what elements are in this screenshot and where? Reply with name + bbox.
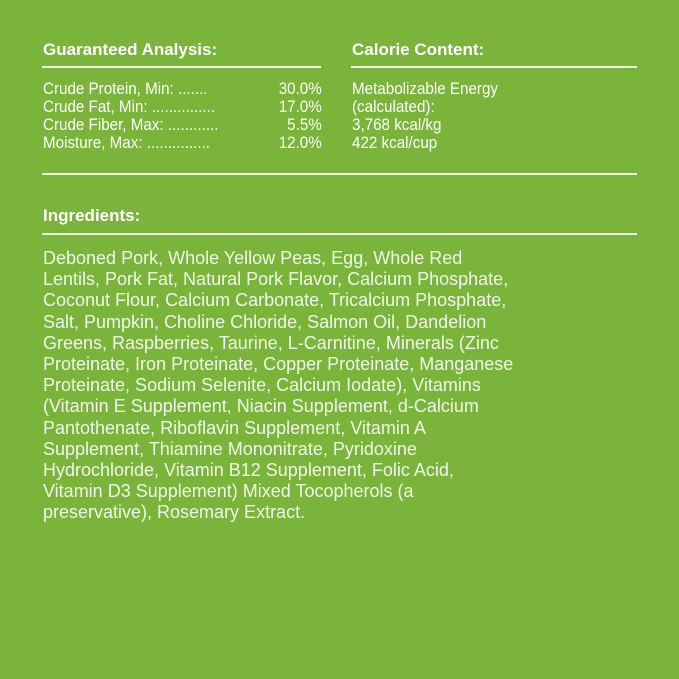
calorie-line: 422 kcal/cup xyxy=(352,134,438,152)
ingredients-line: Lentils, Pork Fat, Natural Pork Flavor, … xyxy=(43,269,509,290)
divider xyxy=(42,233,637,235)
analysis-row: Crude Fat, Min: ............... 17.0% xyxy=(43,98,322,116)
ingredients-line: preservative), Rosemary Extract. xyxy=(43,502,306,523)
ingredients-line: Proteinate, Iron Proteinate, Copper Prot… xyxy=(43,354,514,375)
ingredients-line: Supplement, Thiamine Mononitrate, Pyrido… xyxy=(43,438,417,459)
ingredients-line: Proteinate, Sodium Selenite, Calcium Iod… xyxy=(43,375,481,396)
ingredients-line: Pantothenate, Riboflavin Supplement, Vit… xyxy=(43,417,426,438)
row-label: Moisture, Max: ............... xyxy=(43,134,211,152)
ingredients-list: Deboned Pork, Whole Yellow Peas, Egg, Wh… xyxy=(43,248,513,524)
ingredients-line: Coconut Flour, Calcium Carbonate, Trical… xyxy=(43,290,507,311)
calorie-line: (calculated): xyxy=(352,98,435,116)
divider xyxy=(42,66,321,68)
calorie-content-title: Calorie Content: xyxy=(352,40,485,59)
ingredients-line: Greens, Raspberries, Taurine, L-Carnitin… xyxy=(43,332,499,353)
ingredients-line: Hydrochloride, Vitamin B12 Supplement, F… xyxy=(43,460,454,481)
divider xyxy=(351,66,637,68)
row-label: Crude Fat, Min: ............... xyxy=(43,98,216,116)
ingredients-title: Ingredients: xyxy=(43,206,141,225)
calorie-content: Metabolizable Energy (calculated): 3,768… xyxy=(352,80,498,152)
row-value: 17.0% xyxy=(278,98,322,116)
ingredients-line: Deboned Pork, Whole Yellow Peas, Egg, Wh… xyxy=(43,248,463,268)
ingredients-line: Vitamin D3 Supplement) Mixed Tocopherols… xyxy=(43,481,414,502)
calorie-line: 3,768 kcal/kg xyxy=(352,116,442,134)
ingredients-line: (Vitamin E Supplement, Niacin Supplement… xyxy=(43,396,479,417)
analysis-row: Crude Fiber, Max: ............ 5.5% xyxy=(43,116,322,134)
row-value: 5.5% xyxy=(287,116,322,134)
analysis-row: Moisture, Max: ............... 12.0% xyxy=(43,134,322,152)
row-label: Crude Fiber, Max: ............ xyxy=(43,116,219,134)
row-label: Crude Protein, Min: ....... xyxy=(43,80,208,98)
row-value: 30.0% xyxy=(278,80,322,98)
row-value: 12.0% xyxy=(278,134,322,152)
analysis-row: Crude Protein, Min: ....... 30.0% xyxy=(43,80,322,98)
calorie-line: Metabolizable Energy xyxy=(352,80,498,98)
ingredients-line: Salt, Pumpkin, Choline Chloride, Salmon … xyxy=(43,311,487,332)
analysis-table: Crude Protein, Min: ....... 30.0% Crude F… xyxy=(43,80,322,152)
guaranteed-analysis-title: Guaranteed Analysis: xyxy=(43,40,218,59)
divider xyxy=(42,173,637,175)
